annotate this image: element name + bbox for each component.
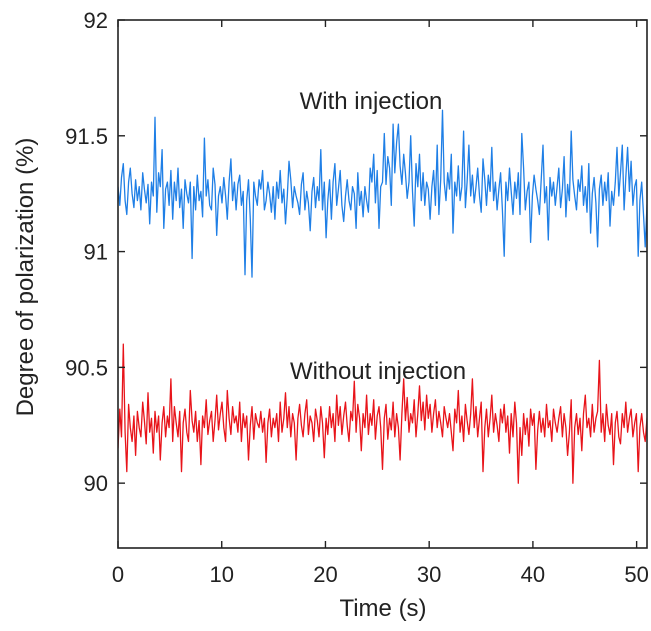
plot-frame bbox=[117, 19, 648, 549]
series-line-0 bbox=[118, 109, 647, 278]
y-tick-label: 91 bbox=[84, 240, 108, 265]
x-axis-title: Time (s) bbox=[339, 595, 426, 622]
series-line-1 bbox=[118, 343, 647, 484]
x-tick-label: 10 bbox=[209, 562, 233, 587]
y-tick-label: 91.5 bbox=[65, 124, 108, 149]
y-axis-title: Degree of polarization (%) bbox=[12, 138, 39, 417]
series-layer bbox=[118, 109, 647, 484]
annotation-without-injection: Without injection bbox=[290, 358, 466, 385]
x-tick-label: 40 bbox=[521, 562, 545, 587]
y-tick-label: 90.5 bbox=[65, 355, 108, 380]
y-tick-label: 92 bbox=[84, 8, 108, 33]
y-tick-label: 90 bbox=[84, 471, 108, 496]
annotation-with-injection: With injection bbox=[300, 88, 443, 115]
x-tick-label: 30 bbox=[417, 562, 441, 587]
x-tick-label: 0 bbox=[112, 562, 124, 587]
x-tick-label: 50 bbox=[624, 562, 648, 587]
ticks-layer: 0 10 20 30 40 50 90 90.5 91 91.5 92 bbox=[65, 8, 649, 587]
x-tick-label: 20 bbox=[313, 562, 337, 587]
